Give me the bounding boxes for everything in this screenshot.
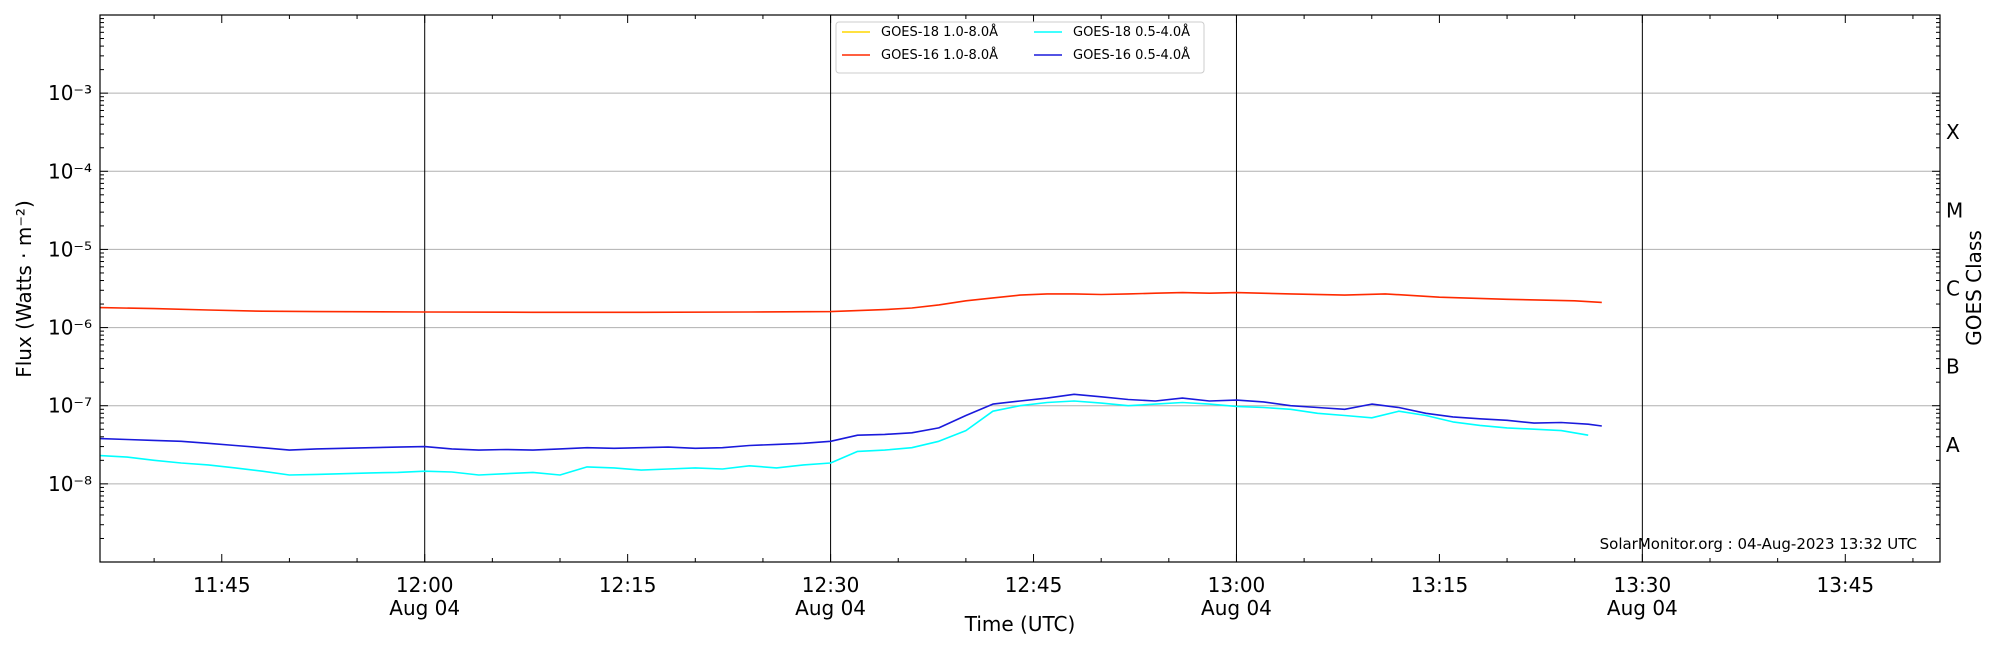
credit-annotation: SolarMonitor.org : 04-Aug-2023 13:32 UTC — [1600, 535, 1917, 553]
goes-class-label: M — [1946, 198, 1963, 222]
y-tick-label: 10⁻⁶ — [48, 316, 92, 340]
x-tick-date-label: Aug 04 — [389, 596, 460, 620]
series-lines — [99, 291, 1602, 476]
x-tick-label: 13:45 — [1816, 573, 1874, 597]
x-tick-label: 13:30 — [1614, 573, 1672, 597]
y-tick-label: 10⁻⁵ — [48, 237, 92, 261]
y-tick-label: 10⁻⁴ — [48, 159, 92, 183]
x-tick-label: 13:15 — [1411, 573, 1469, 597]
legend-label: GOES-18 0.5-4.0Å — [1073, 24, 1190, 40]
x-tick-date-label: Aug 04 — [1201, 596, 1272, 620]
goes-class-label: B — [1946, 355, 1960, 379]
x-tick-label: 12:45 — [1005, 573, 1063, 597]
x-tick-label: 12:00 — [396, 573, 454, 597]
goes-class-label: X — [1946, 120, 1960, 144]
y2-axis-title: GOES Class — [1962, 230, 1986, 346]
legend-label: GOES-16 0.5-4.0Å — [1073, 47, 1190, 63]
x-tick-label: 12:15 — [599, 573, 657, 597]
x-tick-date-label: Aug 04 — [795, 596, 866, 620]
x-tick-label: 13:00 — [1208, 573, 1266, 597]
axis-ticks — [100, 15, 1940, 563]
y-tick-label: 10⁻⁸ — [48, 472, 92, 496]
series-line — [99, 291, 1602, 314]
x-tick-label: 11:45 — [193, 573, 251, 597]
goes-class-labels: A B C M X — [1946, 120, 1963, 457]
x-axis-title: Time (UTC) — [964, 612, 1076, 636]
series-line — [99, 393, 1602, 451]
legend: GOES-18 1.0-8.0Å GOES-18 0.5-4.0Å GOES-16 … — [835, 21, 1205, 74]
plot-area-frame — [99, 14, 1941, 563]
y-tick-label: 10⁻³ — [48, 81, 92, 105]
goes-class-label: C — [1946, 277, 1960, 301]
goes-class-label: A — [1946, 433, 1960, 457]
x-tick-date-label: Aug 04 — [1607, 596, 1678, 620]
y-tick-label: 10⁻⁷ — [48, 394, 92, 418]
legend-box — [835, 21, 1205, 74]
y-axis-tick-labels: 10⁻⁸ 10⁻⁷ 10⁻⁶ 10⁻⁵ 10⁻⁴ 10⁻³ — [48, 81, 92, 496]
x-tick-label: 12:30 — [802, 573, 860, 597]
y-axis-title: Flux (Watts · m⁻²) — [12, 200, 36, 378]
series-line — [99, 400, 1589, 476]
legend-label: GOES-18 1.0-8.0Å — [881, 24, 998, 40]
legend-label: GOES-16 1.0-8.0Å — [881, 47, 998, 63]
